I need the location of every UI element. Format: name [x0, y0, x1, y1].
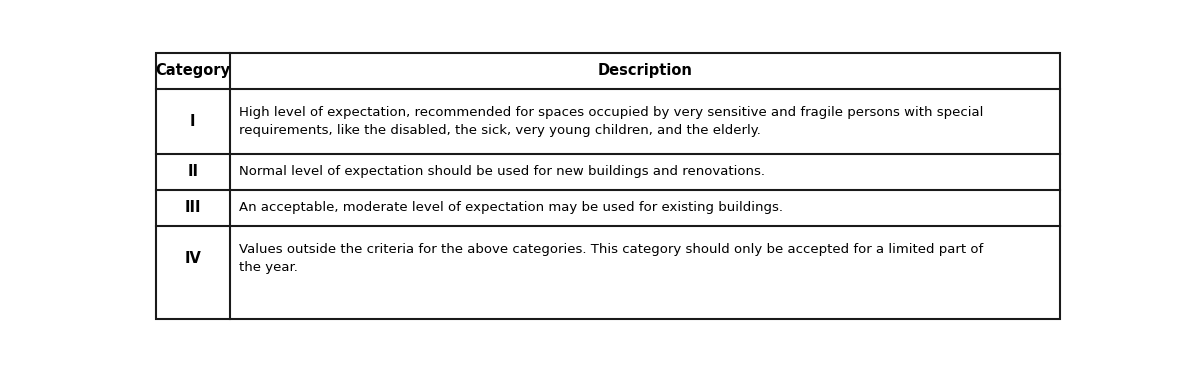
- Text: III: III: [185, 200, 200, 215]
- Text: IV: IV: [184, 251, 202, 266]
- Text: Normal level of expectation should be used for new buildings and renovations.: Normal level of expectation should be us…: [238, 165, 765, 178]
- Text: I: I: [190, 114, 196, 129]
- Text: High level of expectation, recommended for spaces occupied by very sensitive and: High level of expectation, recommended f…: [238, 106, 983, 137]
- Text: II: II: [187, 164, 198, 179]
- Text: Values outside the criteria for the above categories. This category should only : Values outside the criteria for the abov…: [238, 243, 983, 274]
- Text: Description: Description: [598, 63, 693, 78]
- Text: An acceptable, moderate level of expectation may be used for existing buildings.: An acceptable, moderate level of expecta…: [238, 201, 783, 214]
- Text: Category: Category: [155, 63, 230, 78]
